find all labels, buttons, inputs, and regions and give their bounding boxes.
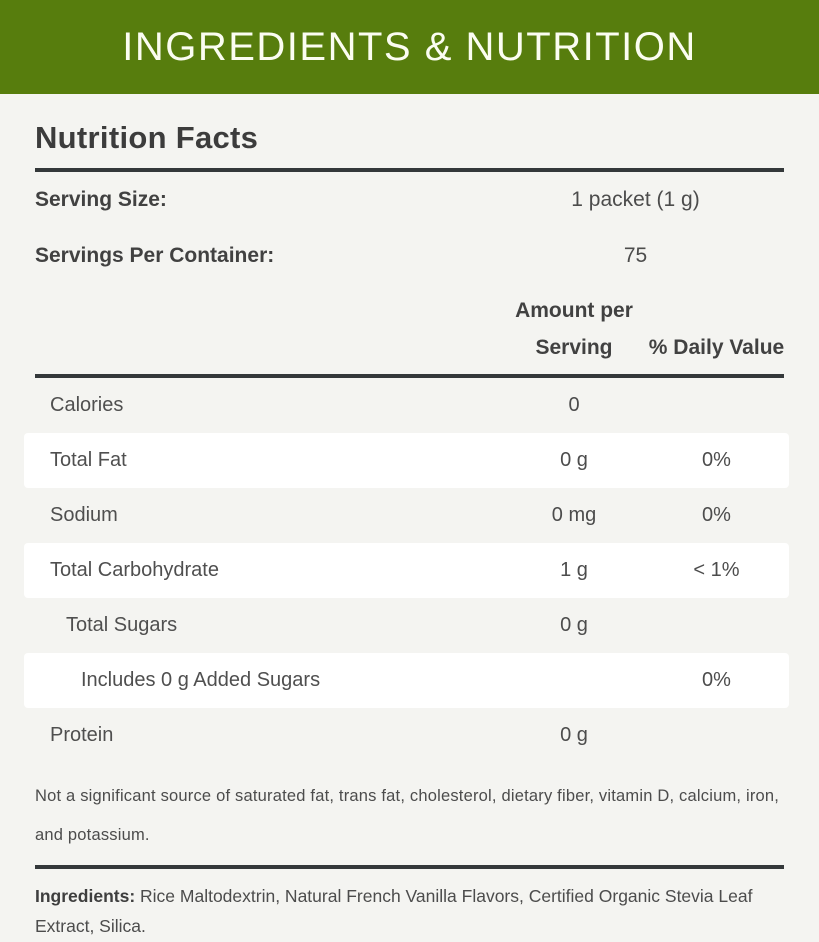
table-row-added-sugars: Includes 0 g Added Sugars 0% — [24, 653, 789, 708]
ingredients-paragraph: Ingredients: Rice Maltodextrin, Natural … — [35, 881, 784, 941]
panel-title: Nutrition Facts — [35, 120, 259, 155]
serving-size-label: Serving Size: — [35, 188, 167, 211]
table-row-protein: Protein 0 g — [24, 708, 789, 763]
table-row-total-carbohydrate: Total Carbohydrate 1 g < 1% — [24, 543, 789, 598]
column-header-amount-per-serving: Amount per Serving — [515, 299, 633, 359]
table-column-headers: Amount per Serving % Daily Value — [35, 292, 789, 366]
table-row-sodium: Sodium 0 mg 0% — [24, 488, 789, 543]
banner-title: INGREDIENTS & NUTRITION — [122, 24, 697, 69]
not-significant-source-footnote: Not a significant source of saturated fa… — [35, 787, 780, 844]
row-daily-value: 0% — [702, 449, 731, 471]
row-label: Total Fat — [50, 449, 127, 471]
serving-size-value: 1 packet (1 g) — [571, 188, 700, 211]
row-daily-value: < 1% — [693, 559, 740, 581]
table-row-total-sugars: Total Sugars 0 g — [24, 598, 789, 653]
row-amount: 0 — [568, 394, 580, 416]
divider-above-ingredients — [35, 865, 784, 869]
serving-size-row: Serving Size: 1 packet (1 g) — [35, 172, 778, 228]
nutrition-facts-panel: Nutrition Facts Serving Size: 1 packet (… — [0, 120, 819, 941]
row-daily-value: 0% — [702, 504, 731, 526]
row-amount: 0 g — [560, 449, 588, 471]
row-label: Total Sugars — [66, 614, 178, 636]
servings-per-container-row: Servings Per Container: 75 — [35, 228, 778, 284]
ingredients-nutrition-banner: INGREDIENTS & NUTRITION — [0, 0, 819, 94]
row-daily-value: 0% — [702, 669, 731, 691]
ingredients-text: Rice Maltodextrin, Natural French Vanill… — [35, 886, 753, 936]
servings-per-container-label: Servings Per Container: — [35, 244, 275, 267]
table-row-total-fat: Total Fat 0 g 0% — [24, 433, 789, 488]
row-label: Protein — [50, 724, 114, 746]
nutrition-table: Calories 0 Total Fat 0 g 0% Sodium 0 mg … — [24, 378, 795, 763]
table-row-calories: Calories 0 — [24, 378, 789, 433]
row-label: Total Carbohydrate — [50, 559, 219, 581]
divider-top — [35, 168, 784, 172]
row-label: Includes 0 g Added Sugars — [81, 669, 321, 691]
row-amount: 1 g — [560, 559, 588, 581]
row-amount: 0 mg — [551, 504, 597, 526]
row-label: Calories — [50, 394, 124, 416]
ingredients-label: Ingredients: — [35, 886, 136, 906]
column-header-daily-value: % Daily Value — [648, 336, 785, 359]
row-amount: 0 g — [560, 724, 588, 746]
divider-under-headers — [35, 374, 784, 378]
row-amount: 0 g — [560, 614, 588, 636]
servings-per-container-value: 75 — [623, 244, 648, 267]
row-label: Sodium — [50, 504, 118, 526]
